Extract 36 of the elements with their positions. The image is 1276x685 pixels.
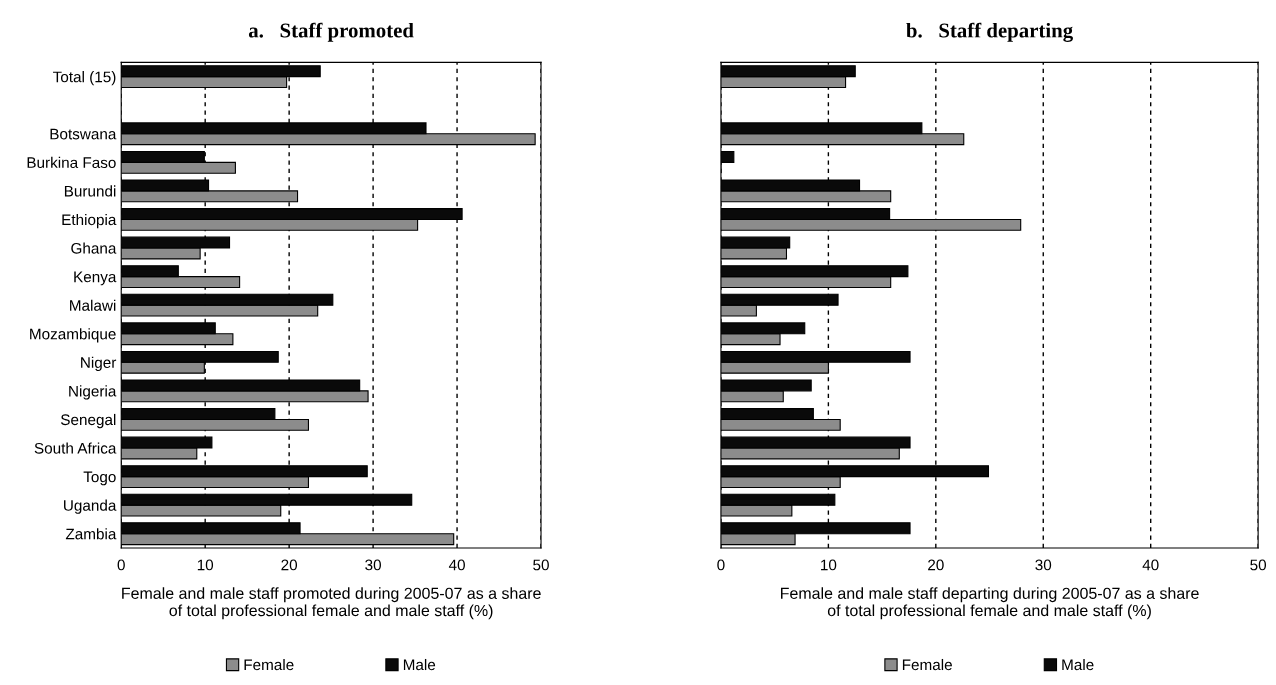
y-tick-label: Uganda (64, 499, 117, 514)
x-tick-label: 20 (928, 559, 944, 571)
y-tick-label: Senegal (60, 413, 116, 429)
x-tick-label: 40 (1142, 559, 1159, 571)
y-tick-label: Burkina Faso (27, 156, 116, 169)
x-tick-label: 40 (448, 559, 465, 571)
x-tick-label: 50 (533, 559, 549, 571)
legend-label: Female (902, 658, 952, 671)
x-axis-title: Female and male staff departing during 2005-07 as a share of total professional female and male staff (%) (781, 587, 1199, 620)
y-tick-label: South Africa (34, 442, 117, 454)
y-tick-label: Total (15) (53, 71, 116, 86)
y-tick-label: Ethiopia (62, 213, 117, 229)
x-tick-label: 30 (365, 559, 381, 571)
y-tick-label: Ghana (71, 242, 117, 254)
x-tick-label: 0 (717, 559, 725, 571)
y-tick-label: Mozambique (30, 328, 116, 343)
x-tick-label: 30 (1035, 559, 1052, 571)
legend-label: Male (1062, 658, 1094, 671)
y-tick-label: Nigeria (69, 385, 117, 400)
chart-title: a. Staff promoted (248, 22, 414, 42)
legend-label: Female (244, 658, 294, 671)
x-tick-label: 50 (1250, 559, 1267, 571)
x-tick-label: 20 (281, 559, 298, 571)
x-axis-title: Female and male staff promoted during 2005-07 as a share of total professional female and male staff (%) (122, 587, 541, 620)
y-tick-label: Malawi (70, 299, 116, 311)
chart-title: b. Staff departing (906, 22, 1073, 42)
y-tick-label: Zambia (65, 528, 117, 540)
x-tick-label: 0 (117, 559, 125, 571)
y-tick-label: Togo (83, 471, 116, 486)
y-tick-label: Burundi (64, 185, 116, 197)
y-tick-label: Niger (81, 356, 117, 372)
y-tick-label: Botswana (50, 128, 117, 140)
x-tick-label: 10 (821, 559, 837, 571)
x-tick-label: 10 (197, 559, 214, 571)
y-tick-label: Kenya (74, 271, 117, 286)
legend-label: Male (403, 658, 436, 671)
